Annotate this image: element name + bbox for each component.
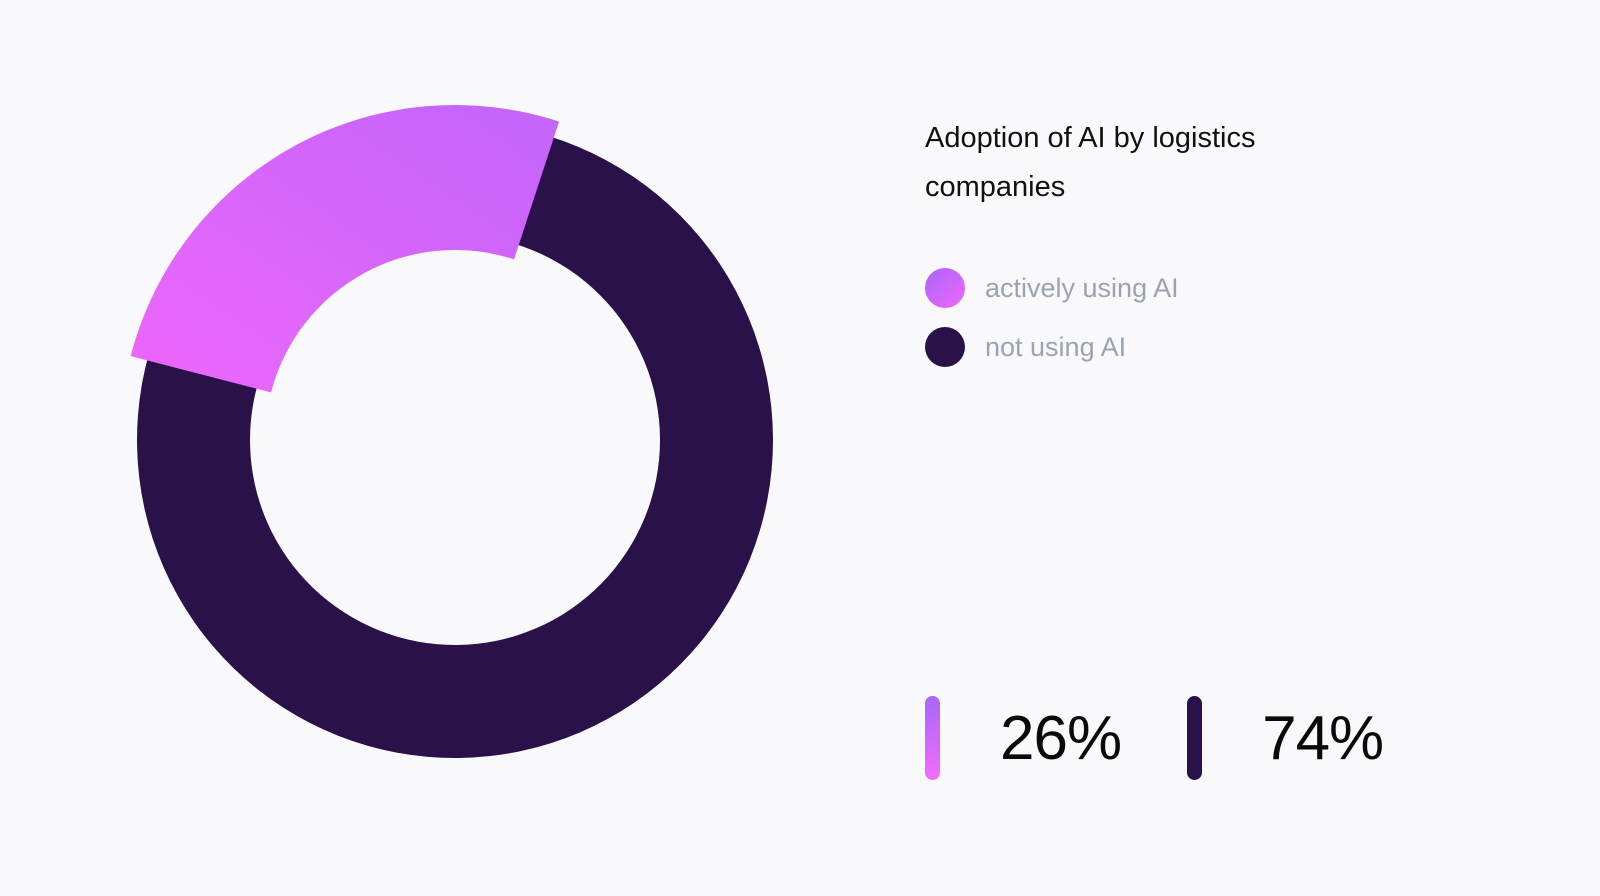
segment-not-using-ai[interactable] (136, 136, 773, 759)
legend-swatch-pink-icon (925, 268, 965, 308)
stats-row: 26% 74% (925, 696, 1449, 780)
stat-value: 26% (1000, 703, 1122, 773)
legend-item-actively-using-ai[interactable]: actively using AI (925, 268, 1179, 308)
stat-not-using-ai: 74% (1187, 696, 1384, 780)
stat-value: 74% (1262, 703, 1384, 773)
chart-title: Adoption of AI by logistics companies (925, 122, 1256, 203)
donut-chart-svg (130, 105, 773, 759)
stat-actively-using-ai: 26% (925, 696, 1122, 780)
stat-bar-dark-icon (1187, 696, 1203, 780)
legend-label: not using AI (985, 331, 1127, 362)
stat-bar-pink-icon (925, 696, 940, 780)
donut-chart (130, 105, 773, 759)
legend-swatch-dark-icon (925, 327, 965, 367)
legend-item-not-using-ai[interactable]: not using AI (925, 327, 1179, 367)
legend: actively using AI not using AI (925, 268, 1179, 386)
segment-actively-using-ai[interactable] (130, 105, 560, 393)
legend-label: actively using AI (985, 272, 1179, 303)
